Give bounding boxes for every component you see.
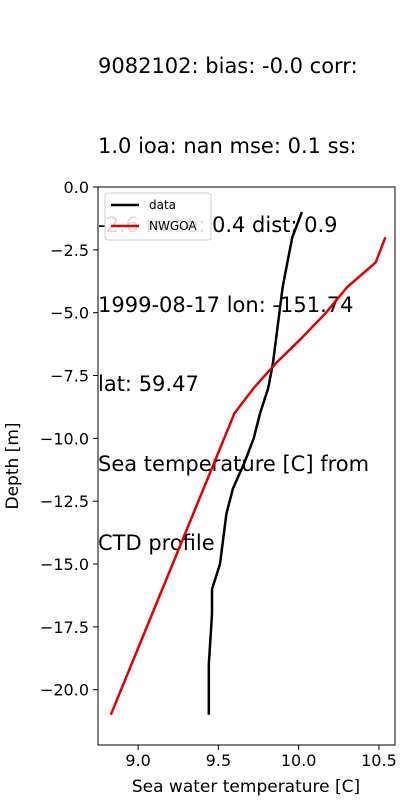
y-tick-label: −5.0 — [50, 304, 89, 323]
title-line: 9082102: bias: -0.0 corr: — [98, 54, 358, 78]
y-axis-label: Depth [m] — [3, 422, 23, 509]
x-axis-ticks: 9.0 9.5 10.0 10.5 — [125, 745, 397, 770]
y-tick-label: −17.5 — [40, 618, 89, 637]
title-line: 1.0 ioa: nan mse: 0.1 ss: — [98, 133, 357, 158]
y-tick-label: −2.5 — [50, 241, 89, 260]
x-tick-label: 9.0 — [125, 751, 150, 770]
y-tick-label: −7.5 — [50, 367, 89, 386]
x-tick-label: 10.5 — [361, 751, 397, 770]
x-tick-label: 9.5 — [206, 751, 231, 770]
y-tick-label: −20.0 — [40, 681, 89, 700]
title-line: Sea temperature [C] from — [98, 451, 370, 476]
y-axis-ticks: 0.0 −2.5 −5.0 −7.5 −10.0 −12.5 −15.0 −17.5 −20.0 — [40, 178, 98, 700]
x-tick-label: 10.0 — [281, 751, 317, 770]
y-tick-label: −10.0 — [40, 429, 89, 448]
chart-title: 9082102: bias: -0.0 corr: 1.0 ioa: nan m… — [98, 0, 398, 583]
series-line-nwgoa — [109, 236, 387, 716]
legend-label-data: data — [149, 198, 176, 212]
series-layer — [109, 211, 387, 716]
legend-label-nwgoa: NWGOA — [149, 219, 197, 233]
title-line: lat: 59.47 — [98, 372, 199, 396]
plot-frame — [97, 186, 396, 746]
legend: data NWGOA — [104, 192, 212, 241]
y-tick-label: −12.5 — [40, 492, 89, 511]
y-tick-label: −15.0 — [40, 555, 89, 574]
y-tick-label: 0.0 — [64, 178, 89, 197]
title-line: 1999-08-17 lon: -151.74 — [98, 292, 354, 317]
series-line-data — [207, 211, 304, 715]
title-line: CTD profile — [98, 531, 215, 555]
x-axis-label: Sea water temperature [C] — [132, 777, 360, 797]
